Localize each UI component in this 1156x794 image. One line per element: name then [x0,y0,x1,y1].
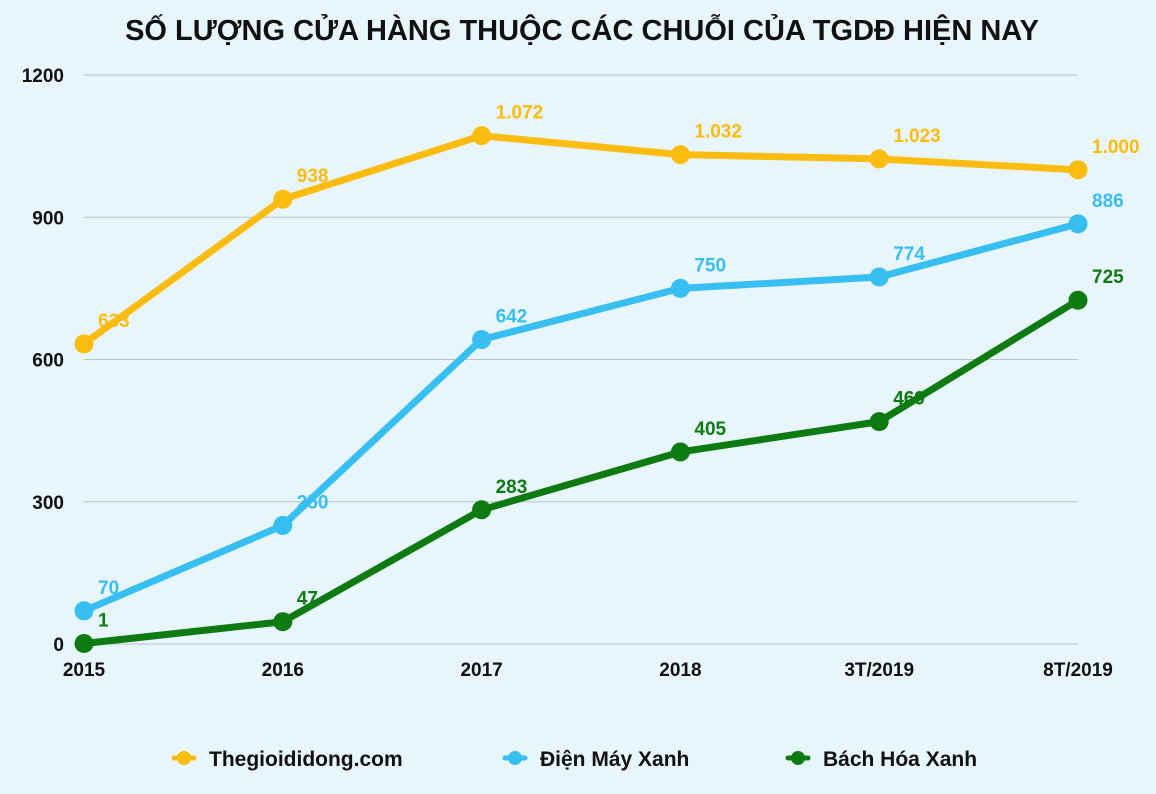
legend-label: Thegioididong.com [209,748,403,771]
data-point [74,601,94,621]
data-label: 938 [297,166,329,187]
series-line [80,132,1082,348]
data-point [869,412,889,432]
series-0: 633 938 1.072 1.032 1.023 1.000 [74,103,1140,354]
legend-marker [791,751,805,765]
data-label: 283 [496,477,528,498]
data-label: 750 [694,255,726,276]
data-point [74,334,94,354]
data-label: 1.023 [893,126,941,147]
data-label: 642 [496,307,528,328]
data-point [1068,160,1088,180]
legend-marker [177,751,191,765]
data-point [472,330,492,350]
chart-title: SỐ LƯỢNG CỬA HÀNG THUỘC CÁC CHUỖI CỦA TG… [125,13,1039,47]
data-label: 886 [1092,191,1124,212]
data-point [670,442,690,462]
x-tick-label: 2018 [659,660,701,681]
axes: 0 300 600 900 1200 2015 2016 2017 2018 3T/2019 8T/… [22,66,1113,681]
x-tick-label: 8T/2019 [1043,660,1113,681]
data-label: 633 [98,311,130,332]
series-line [80,296,1082,648]
series-line [80,220,1082,615]
x-tick-label: 2017 [460,660,502,681]
data-label: 1 [98,611,109,632]
legend-marker [508,751,522,765]
data-point [472,500,492,520]
data-label: 405 [694,419,726,440]
data-point [670,145,690,165]
y-tick-label: 900 [32,208,64,229]
data-label: 1.032 [694,122,742,143]
data-point [1068,290,1088,310]
y-tick-label: 300 [32,493,64,514]
data-point [273,612,293,632]
data-label: 774 [893,244,925,265]
x-tick-label: 2016 [262,660,304,681]
data-point [472,126,492,146]
data-label: 47 [297,589,318,610]
data-point [273,515,293,535]
legend-label: Điện Máy Xanh [540,748,689,771]
series-lines: 633 938 1.072 1.032 1.023 1.000 70 250 642 750 774… [74,103,1140,654]
y-tick-label: 0 [53,635,64,656]
data-point [74,634,94,654]
legend-item: Thegioididong.com [171,748,403,771]
y-tick-label: 1200 [22,66,64,87]
data-label: 1.000 [1092,137,1140,158]
data-point [273,189,293,209]
data-point [1068,214,1088,234]
data-point [869,267,889,287]
y-tick-label: 600 [32,351,64,372]
legend-label: Bách Hóa Xanh [823,748,977,771]
data-point [670,278,690,298]
data-label: 1.072 [496,103,544,124]
x-tick-label: 3T/2019 [844,660,914,681]
legend: Thegioididong.com Điện Máy Xanh Bách Hóa X… [171,748,977,771]
legend-item: Bách Hóa Xanh [785,748,977,771]
data-point [869,149,889,169]
data-label: 469 [893,389,925,410]
data-label: 70 [98,578,119,599]
series-1: 70 250 642 750 774 886 [74,191,1124,621]
legend-item: Điện Máy Xanh [502,748,689,771]
series-2: 1 47 283 405 469 725 [74,267,1124,654]
data-label: 250 [297,492,329,513]
x-tick-label: 2015 [63,660,106,681]
data-label: 725 [1092,267,1124,288]
gridlines [84,74,1078,645]
